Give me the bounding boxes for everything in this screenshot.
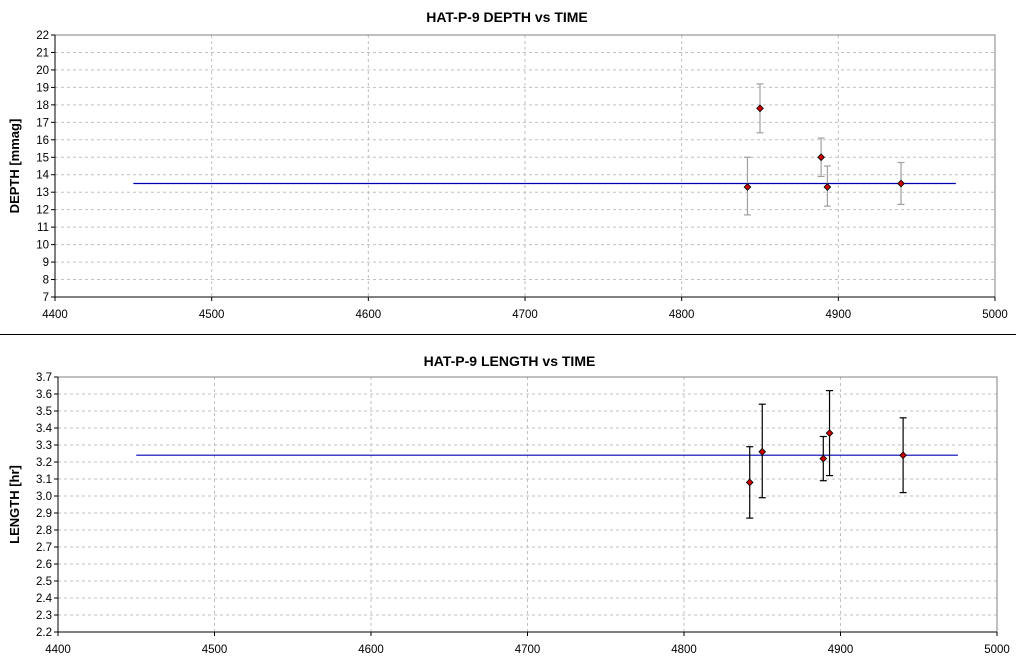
data-point-group xyxy=(819,435,828,482)
data-point-group xyxy=(758,403,767,499)
y-tick-label: 8 xyxy=(43,275,49,287)
y-tick-label: 3.7 xyxy=(36,372,52,384)
chart-2: HAT-P-9 LENGTH vs TIME LENGTH [hr] 2.2 2.3 2… xyxy=(7,353,1010,656)
data-point-group xyxy=(743,156,752,216)
data-point-group xyxy=(897,161,905,206)
y-tick-label: 21 xyxy=(36,47,49,59)
x-tick-label: 4800 xyxy=(669,309,695,321)
y-tick-label: 16 xyxy=(36,135,49,147)
y-tick-label: 3.1 xyxy=(36,474,52,486)
data-point-marker xyxy=(817,153,825,162)
y-tick-label: 2.8 xyxy=(36,525,52,537)
y-tick-label: 3.3 xyxy=(36,440,52,452)
x-tick-label: 4500 xyxy=(199,309,225,321)
chart-title: HAT-P-9 DEPTH vs TIME xyxy=(426,9,588,25)
y-tick-label: 11 xyxy=(37,222,49,234)
data-point-group xyxy=(756,83,764,134)
data-point-group xyxy=(899,417,907,494)
y-tick-label: 2.2 xyxy=(36,627,52,639)
y-tick-label: 18 xyxy=(36,100,49,112)
data-point-group xyxy=(745,446,754,519)
y-tick-label: 2.6 xyxy=(36,559,52,571)
data-point-marker xyxy=(823,183,832,191)
y-tick-label: 3.2 xyxy=(36,457,52,469)
data-point-marker xyxy=(758,447,767,456)
data-point-group xyxy=(823,165,832,207)
y-axis-label: LENGTH [hr] xyxy=(7,465,22,544)
y-tick-label: 12 xyxy=(36,205,49,217)
y-tick-label: 14 xyxy=(36,170,49,182)
data-point-marker xyxy=(745,478,754,487)
x-tick-label: 4400 xyxy=(42,309,68,321)
y-tick-label: 3.4 xyxy=(36,423,53,435)
x-tick-label: 4700 xyxy=(512,309,538,321)
data-point-marker xyxy=(743,183,752,191)
y-tick-label: 2.3 xyxy=(36,610,52,622)
data-point-marker xyxy=(825,429,834,437)
data-point-marker xyxy=(819,454,828,463)
x-tick-label: 4800 xyxy=(671,644,697,656)
y-tick-label: 2.4 xyxy=(36,593,53,605)
y-tick-label: 2.7 xyxy=(36,542,52,554)
y-axis-label: DEPTH [mmag] xyxy=(7,119,22,214)
x-tick-label: 4600 xyxy=(356,309,382,321)
y-tick-label: 13 xyxy=(36,187,49,199)
x-tick-label: 4700 xyxy=(515,644,541,656)
x-tick-label: 4600 xyxy=(358,644,384,656)
y-tick-label: 19 xyxy=(36,82,49,94)
x-tick-label: 5000 xyxy=(984,644,1010,656)
y-tick-label: 3.5 xyxy=(36,406,52,418)
chart-title: HAT-P-9 LENGTH vs TIME xyxy=(424,353,596,369)
data-point-marker xyxy=(897,179,905,188)
x-tick-label: 4900 xyxy=(828,644,854,656)
x-tick-label: 4500 xyxy=(202,644,228,656)
y-tick-label: 15 xyxy=(36,152,49,164)
y-tick-label: 10 xyxy=(36,240,49,252)
data-point-group xyxy=(817,137,825,178)
data-point-marker xyxy=(899,451,907,460)
y-tick-label: 20 xyxy=(36,65,49,77)
x-tick-label: 5000 xyxy=(982,309,1008,321)
data-point-marker xyxy=(756,104,764,113)
y-tick-label: 22 xyxy=(36,30,49,42)
y-tick-label: 9 xyxy=(43,257,49,269)
y-tick-label: 3.0 xyxy=(36,491,52,503)
chart-1: HAT-P-9 DEPTH vs TIME DEPTH [mmag] 7 8 9 10 11… xyxy=(7,9,1008,321)
y-tick-label: 7 xyxy=(43,292,49,304)
y-tick-label: 17 xyxy=(36,117,49,129)
y-tick-label: 3.6 xyxy=(36,389,52,401)
y-tick-label: 2.5 xyxy=(36,576,52,588)
data-point-group xyxy=(825,390,834,477)
x-tick-label: 4400 xyxy=(45,644,71,656)
x-tick-label: 4900 xyxy=(826,309,852,321)
y-tick-label: 2.9 xyxy=(36,508,52,520)
